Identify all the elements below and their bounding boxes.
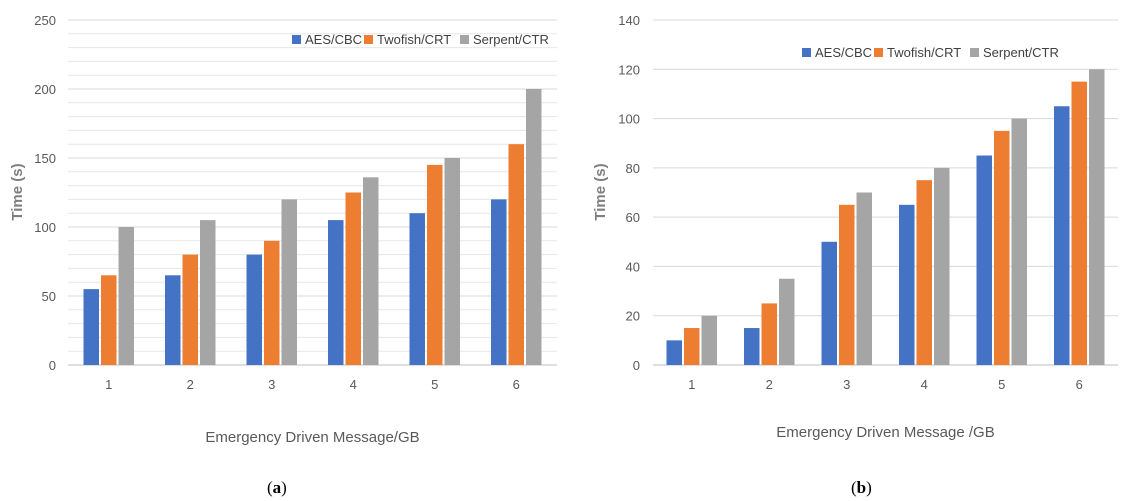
caption-b: (b): [851, 478, 872, 497]
bar-twofish-3: [264, 240, 280, 365]
bar-twofish-6: [508, 144, 524, 365]
legend-label-twofish: Twofish/CRT: [377, 32, 451, 47]
legend-swatch-twofish: [364, 35, 373, 44]
y-tick-label: 120: [618, 62, 640, 77]
legend-label-twofish: Twofish/CRT: [887, 45, 961, 60]
y-tick-label: 140: [618, 13, 640, 28]
bar-serpent-3: [281, 199, 297, 365]
bar-twofish-4: [916, 180, 932, 365]
bar-aes-5: [976, 155, 992, 365]
bar-aes-4: [328, 220, 344, 365]
bar-twofish-3: [839, 204, 855, 365]
bar-serpent-2: [779, 278, 795, 365]
x-tick-label: 3: [843, 377, 850, 392]
bar-aes-1: [666, 340, 682, 365]
y-tick-label: 250: [34, 13, 56, 28]
legend-swatch-aes: [802, 48, 811, 57]
legend-swatch-serpent: [970, 48, 979, 57]
bar-serpent-4: [363, 177, 379, 365]
bar-twofish-5: [427, 164, 443, 365]
x-tick-label: 6: [513, 377, 520, 392]
y-tick-label: 60: [626, 210, 640, 225]
x-tick-label: 4: [350, 377, 357, 392]
legend-swatch-serpent: [460, 35, 469, 44]
bar-aes-1: [83, 289, 99, 365]
x-tick-label: 2: [766, 377, 773, 392]
legend-label-aes: AES/CBC: [305, 32, 362, 47]
legend-label-serpent: Serpent/CTR: [473, 32, 549, 47]
bar-serpent-5: [444, 158, 460, 365]
y-tick-label: 100: [618, 112, 640, 127]
y-tick-label: 150: [34, 151, 56, 166]
bar-aes-6: [491, 199, 507, 365]
bar-twofish-6: [1071, 81, 1087, 365]
bar-aes-4: [899, 204, 915, 365]
y-tick-label: 80: [626, 161, 640, 176]
bar-serpent-2: [200, 220, 216, 365]
x-tick-label: 1: [105, 377, 112, 392]
bar-twofish-4: [345, 192, 361, 365]
x-tick-label: 5: [431, 377, 438, 392]
x-tick-label: 1: [688, 377, 695, 392]
bar-aes-6: [1054, 106, 1070, 365]
y-tick-label: 0: [49, 358, 56, 373]
x-axis-title: Emergency Driven Message /GB: [776, 424, 994, 441]
legend-swatch-aes: [292, 35, 301, 44]
legend-swatch-twofish: [874, 48, 883, 57]
bar-serpent-4: [934, 167, 950, 365]
x-tick-label: 3: [268, 377, 275, 392]
bar-aes-5: [409, 213, 425, 365]
bar-twofish-1: [101, 275, 117, 365]
bar-serpent-1: [701, 315, 717, 365]
x-tick-label: 4: [921, 377, 928, 392]
y-tick-label: 0: [633, 358, 640, 373]
x-tick-label: 5: [998, 377, 1005, 392]
y-tick-label: 200: [34, 82, 56, 97]
bar-serpent-5: [1011, 118, 1027, 365]
x-axis-title: Emergency Driven Message/GB: [205, 429, 419, 446]
bar-serpent-3: [856, 192, 872, 365]
bar-twofish-2: [182, 254, 198, 365]
bar-serpent-1: [118, 227, 134, 365]
y-axis-title: Time (s): [9, 163, 26, 220]
bar-serpent-6: [1089, 69, 1105, 366]
caption-a: (a): [267, 478, 287, 497]
bar-twofish-1: [684, 328, 700, 365]
legend-label-aes: AES/CBC: [815, 45, 872, 60]
chart-a: 0 50 100 150 200 250 1 2 3 4 5 6 Emergency Driven Me…: [9, 13, 557, 446]
bar-aes-3: [246, 254, 262, 365]
y-axis-title: Time (s): [592, 163, 609, 220]
x-tick-label: 6: [1076, 377, 1083, 392]
y-tick-label: 100: [34, 220, 56, 235]
legend-label-serpent: Serpent/CTR: [983, 45, 1059, 60]
bar-twofish-2: [761, 303, 777, 365]
bar-aes-3: [821, 241, 837, 365]
y-tick-label: 40: [626, 259, 640, 274]
x-tick-label: 2: [187, 377, 194, 392]
bar-aes-2: [744, 328, 760, 365]
bar-twofish-5: [994, 130, 1010, 365]
y-tick-label: 50: [42, 289, 56, 304]
bar-serpent-6: [526, 89, 542, 365]
chart-b: 0 20 40 60 80 100 120 140 1 2 3 4 5 6 Emergency Driven…: [592, 13, 1118, 441]
y-tick-label: 20: [626, 309, 640, 324]
bar-aes-2: [165, 275, 181, 365]
